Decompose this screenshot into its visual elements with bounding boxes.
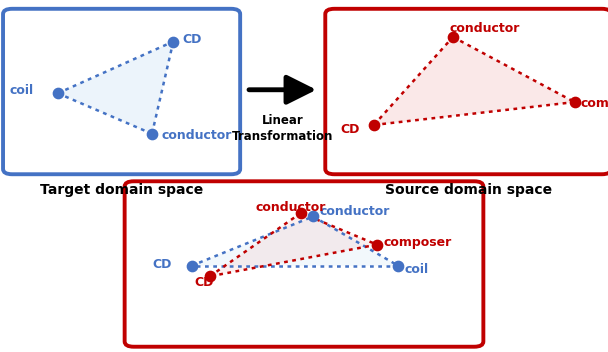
Text: CD: CD <box>152 258 171 270</box>
Text: conductor: conductor <box>161 129 232 142</box>
FancyBboxPatch shape <box>325 9 608 174</box>
Text: CD: CD <box>182 33 202 46</box>
Point <box>296 210 306 216</box>
Text: coil: coil <box>9 84 33 97</box>
Text: composer: composer <box>383 237 451 249</box>
Text: CD: CD <box>195 276 214 289</box>
Text: coil: coil <box>404 264 429 276</box>
Text: conductor: conductor <box>255 201 326 214</box>
Text: Source domain space: Source domain space <box>385 183 551 197</box>
Point <box>168 39 178 44</box>
FancyBboxPatch shape <box>3 9 240 174</box>
Point <box>53 90 63 96</box>
Point <box>147 131 157 137</box>
Polygon shape <box>58 42 173 134</box>
Point <box>369 122 379 128</box>
Text: Linear
Transformation: Linear Transformation <box>232 114 333 143</box>
Point <box>570 99 579 105</box>
Text: conductor: conductor <box>450 22 520 34</box>
Text: conductor: conductor <box>319 205 390 218</box>
Point <box>372 242 382 247</box>
Point <box>205 274 215 279</box>
Polygon shape <box>210 213 377 276</box>
Point <box>393 263 403 269</box>
Text: composer: composer <box>581 97 608 109</box>
Point <box>187 263 196 269</box>
Point <box>308 214 318 219</box>
Polygon shape <box>192 216 398 266</box>
Text: CD: CD <box>340 123 360 136</box>
Text: Target domain space: Target domain space <box>40 183 203 197</box>
FancyBboxPatch shape <box>125 181 483 347</box>
Point <box>448 34 458 40</box>
Polygon shape <box>374 37 575 125</box>
